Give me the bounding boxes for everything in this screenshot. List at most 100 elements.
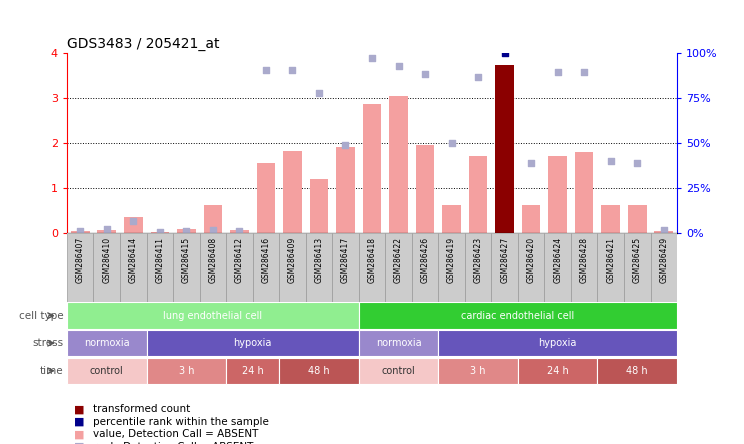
Point [393, 62, 405, 69]
Bar [518, 233, 545, 302]
Bar [67, 233, 94, 302]
Point [658, 226, 670, 233]
Text: cell type: cell type [19, 311, 63, 321]
Text: GSM286419: GSM286419 [447, 237, 456, 283]
Text: ■: ■ [74, 404, 85, 414]
Point [472, 73, 484, 80]
Bar [650, 233, 677, 302]
Bar [173, 233, 199, 302]
Point [419, 70, 431, 77]
Bar [67, 330, 147, 357]
Point [127, 218, 139, 225]
Point [605, 158, 617, 165]
Bar [597, 357, 677, 384]
Text: GSM286426: GSM286426 [420, 237, 429, 283]
Bar [253, 233, 279, 302]
Text: GSM286415: GSM286415 [182, 237, 190, 283]
Bar [67, 357, 147, 384]
Text: 24 h: 24 h [547, 366, 568, 376]
Bar [310, 179, 328, 233]
Bar [257, 163, 275, 233]
Point [632, 160, 644, 167]
Text: stress: stress [32, 338, 63, 348]
Bar [147, 357, 226, 384]
Bar [67, 302, 359, 329]
Bar [469, 156, 487, 233]
Bar [279, 357, 359, 384]
Bar [359, 233, 385, 302]
Bar [147, 330, 359, 357]
Bar [283, 151, 302, 233]
Bar [124, 218, 143, 233]
Bar [177, 229, 196, 233]
Text: 24 h: 24 h [242, 366, 263, 376]
Bar [359, 357, 438, 384]
Bar [496, 65, 514, 233]
Text: cardiac endothelial cell: cardiac endothelial cell [461, 311, 574, 321]
Text: control: control [382, 366, 415, 376]
Text: GSM286410: GSM286410 [102, 237, 112, 283]
Point [154, 229, 166, 236]
Point [74, 227, 86, 234]
Bar [147, 233, 173, 302]
Bar [548, 156, 567, 233]
Bar [575, 152, 594, 233]
Bar [199, 233, 226, 302]
Bar [518, 357, 597, 384]
Text: GSM286424: GSM286424 [554, 237, 562, 283]
Bar [226, 357, 279, 384]
Text: 48 h: 48 h [626, 366, 648, 376]
Text: ■: ■ [74, 442, 85, 444]
Point [180, 228, 192, 235]
Bar [150, 232, 169, 233]
Bar [465, 233, 491, 302]
Bar [655, 231, 673, 233]
Bar [389, 96, 408, 233]
Bar [597, 233, 624, 302]
Point [339, 142, 351, 149]
Bar [336, 147, 355, 233]
Text: percentile rank within the sample: percentile rank within the sample [93, 417, 269, 427]
Bar [71, 231, 89, 233]
Point [260, 67, 272, 74]
Bar [438, 357, 518, 384]
Bar [94, 233, 120, 302]
Text: time: time [39, 366, 63, 376]
Point [366, 54, 378, 61]
Bar [411, 233, 438, 302]
Text: GDS3483 / 205421_at: GDS3483 / 205421_at [67, 37, 219, 51]
Text: value, Detection Call = ABSENT: value, Detection Call = ABSENT [93, 429, 258, 439]
Text: GSM286413: GSM286413 [315, 237, 324, 283]
Text: GSM286425: GSM286425 [632, 237, 642, 283]
Text: GSM286416: GSM286416 [261, 237, 270, 283]
Point [313, 89, 325, 96]
Bar [359, 330, 438, 357]
Text: lung endothelial cell: lung endothelial cell [163, 311, 263, 321]
Text: GSM286421: GSM286421 [606, 237, 615, 282]
Text: hypoxia: hypoxia [539, 338, 577, 348]
Text: GSM286429: GSM286429 [659, 237, 668, 283]
Bar [438, 330, 677, 357]
Bar [628, 205, 647, 233]
Bar [120, 233, 147, 302]
Bar [226, 233, 253, 302]
Bar [385, 233, 411, 302]
Bar [279, 233, 306, 302]
Point [286, 67, 298, 74]
Bar [230, 230, 248, 233]
Bar [416, 146, 434, 233]
Text: GSM286418: GSM286418 [368, 237, 376, 282]
Text: GSM286417: GSM286417 [341, 237, 350, 283]
Text: control: control [90, 366, 124, 376]
Text: 48 h: 48 h [308, 366, 330, 376]
Text: GSM286412: GSM286412 [235, 237, 244, 282]
Text: GSM286414: GSM286414 [129, 237, 138, 283]
Bar [204, 205, 222, 233]
Bar [522, 205, 540, 233]
Text: rank, Detection Call = ABSENT: rank, Detection Call = ABSENT [93, 442, 254, 444]
Point [234, 227, 246, 234]
Text: normoxia: normoxia [84, 338, 129, 348]
Text: GSM286409: GSM286409 [288, 237, 297, 283]
Bar [97, 230, 116, 233]
Text: 3 h: 3 h [179, 366, 194, 376]
